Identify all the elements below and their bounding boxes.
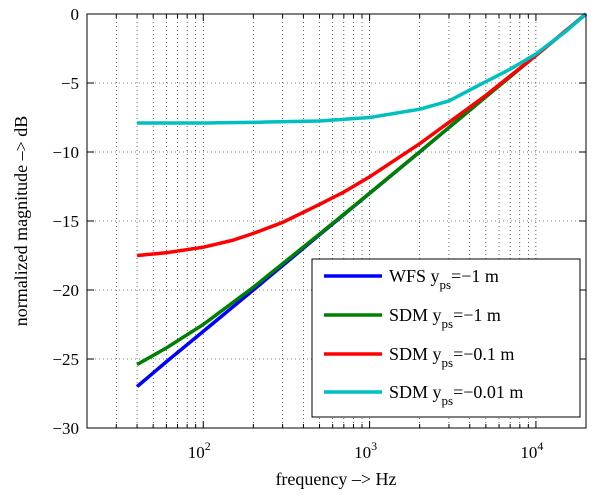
y-tick-label: −30 bbox=[52, 419, 79, 438]
y-tick-label: 0 bbox=[71, 5, 80, 24]
legend-label-1: WFS yps=−1 m bbox=[389, 266, 499, 292]
x-tick-label: 103 bbox=[354, 439, 377, 462]
data-lines bbox=[135, 12, 588, 388]
legend-label-4: SDM yps=−0.01 m bbox=[389, 382, 523, 408]
legend-label-3: SDM yps=−0.1 m bbox=[389, 344, 514, 370]
y-tick-label: −5 bbox=[61, 74, 79, 93]
y-tick-label: −20 bbox=[52, 281, 79, 300]
x-tick-label: 104 bbox=[520, 439, 543, 462]
y-tick-labels: 0 −5 −10 −15 −20 −25 −30 bbox=[52, 5, 79, 438]
x-tick-labels: 102 103 104 bbox=[188, 439, 544, 462]
y-tick-label: −15 bbox=[52, 212, 79, 231]
legend-label-2: SDM yps=−1 m bbox=[389, 305, 501, 331]
series-line-4 bbox=[137, 12, 588, 125]
x-tick-label: 102 bbox=[188, 439, 211, 462]
y-axis-label: normalized magnitude –> dB bbox=[11, 116, 31, 327]
legend: WFS yps=−1 m SDM yps=−1 m SDM yps=−0.1 m SD… bbox=[311, 258, 581, 418]
y-tick-label: −25 bbox=[52, 350, 79, 369]
y-tick-label: −10 bbox=[52, 143, 79, 162]
plot-frame bbox=[86, 13, 587, 429]
series-line-3 bbox=[136, 12, 588, 258]
x-axis-label: frequency –> Hz bbox=[275, 469, 396, 489]
